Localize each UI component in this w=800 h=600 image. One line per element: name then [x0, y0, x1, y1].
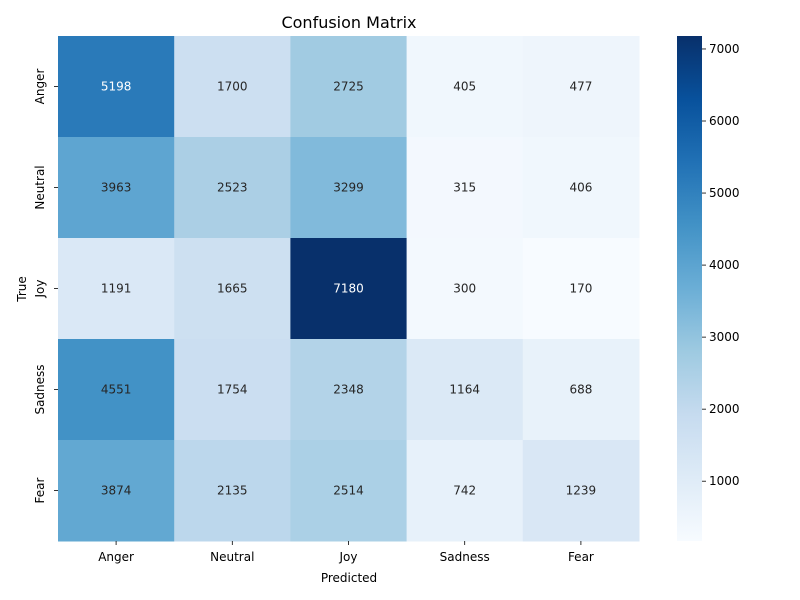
x-tick-label: Joy	[339, 550, 358, 564]
colorbar-tick-label: 7000	[709, 42, 740, 56]
heatmap-cell	[522, 339, 640, 441]
cell-value-label: 742	[453, 484, 476, 498]
cell-value-label: 7180	[333, 282, 364, 296]
heatmap-cell	[406, 137, 524, 239]
x-tick-label: Neutral	[210, 550, 254, 564]
cell-value-label: 2348	[333, 383, 364, 397]
heatmap-cell	[174, 36, 291, 138]
heatmap-cell	[174, 339, 291, 441]
cell-value-label: 2135	[217, 484, 248, 498]
heatmap-cell	[406, 36, 524, 138]
x-axis-ticks: Anger Neutral Joy Sadness Fear	[98, 541, 594, 564]
heatmap-cell	[406, 440, 524, 542]
heatmap-cells: 5198 1700 2725 405 477 3963 2523 3299 315 406 1191…	[58, 36, 640, 542]
x-tick-label: Fear	[568, 550, 594, 564]
heatmap-cell	[522, 137, 640, 239]
cell-value-label: 2523	[217, 181, 248, 195]
heatmap-cell	[522, 36, 640, 138]
cell-value-label: 477	[569, 80, 592, 94]
cell-value-label: 315	[453, 181, 476, 195]
colorbar-tick-label: 6000	[709, 114, 740, 128]
heatmap-cell	[290, 339, 408, 441]
cell-value-label: 170	[569, 282, 592, 296]
heatmap-cell	[406, 238, 524, 340]
colorbar-tick-label: 2000	[709, 402, 740, 416]
y-axis-ticks: Anger Neutral Joy Sadness Fear	[33, 69, 58, 503]
cell-value-label: 1665	[217, 282, 248, 296]
x-tick-label: Sadness	[440, 550, 490, 564]
y-tick-label: Anger	[33, 69, 47, 105]
heatmap-cell	[58, 440, 175, 542]
cell-value-label: 3299	[333, 181, 364, 195]
cell-value-label: 405	[453, 80, 476, 94]
heatmap-cell	[522, 440, 640, 542]
chart-title: Confusion Matrix	[281, 13, 416, 32]
heatmap-cell	[58, 36, 175, 138]
colorbar-tick-label: 4000	[709, 258, 740, 272]
cell-value-label: 3963	[101, 181, 132, 195]
cell-value-label: 1700	[217, 80, 248, 94]
colorbar	[677, 36, 702, 541]
colorbar-ticks: 1000 2000 3000 4000 5000 6000 7000	[702, 42, 740, 488]
cell-value-label: 406	[569, 181, 592, 195]
cell-value-label: 1754	[217, 383, 248, 397]
heatmap-cell	[58, 339, 175, 441]
y-tick-label: Joy	[33, 280, 47, 299]
colorbar-tick-label: 3000	[709, 330, 740, 344]
heatmap-cell	[290, 137, 408, 239]
y-tick-label: Fear	[33, 477, 47, 503]
heatmap-cell	[290, 238, 408, 340]
cell-value-label: 1164	[449, 383, 480, 397]
heatmap-cell	[174, 440, 291, 542]
cell-value-label: 3874	[101, 484, 132, 498]
cell-value-label: 4551	[101, 383, 132, 397]
heatmap-cell	[58, 137, 175, 239]
y-tick-label: Neutral	[33, 165, 47, 209]
x-axis-label: Predicted	[321, 571, 377, 585]
cell-value-label: 2725	[333, 80, 364, 94]
cell-value-label: 1191	[101, 282, 132, 296]
cell-value-label: 1239	[566, 484, 597, 498]
colorbar-tick-label: 1000	[709, 474, 740, 488]
x-tick-label: Anger	[98, 550, 134, 564]
y-tick-label: Sadness	[33, 364, 47, 414]
heatmap-cell	[290, 36, 408, 138]
cell-value-label: 2514	[333, 484, 364, 498]
heatmap-cell	[174, 238, 291, 340]
heatmap-cell	[174, 137, 291, 239]
cell-value-label: 5198	[101, 80, 132, 94]
colorbar-tick-label: 5000	[709, 186, 740, 200]
cell-value-label: 300	[453, 282, 476, 296]
y-axis-label: True	[15, 276, 29, 303]
heatmap-cell	[290, 440, 408, 542]
heatmap-cell	[58, 238, 175, 340]
heatmap-cell	[522, 238, 640, 340]
heatmap-cell	[406, 339, 524, 441]
cell-value-label: 688	[569, 383, 592, 397]
